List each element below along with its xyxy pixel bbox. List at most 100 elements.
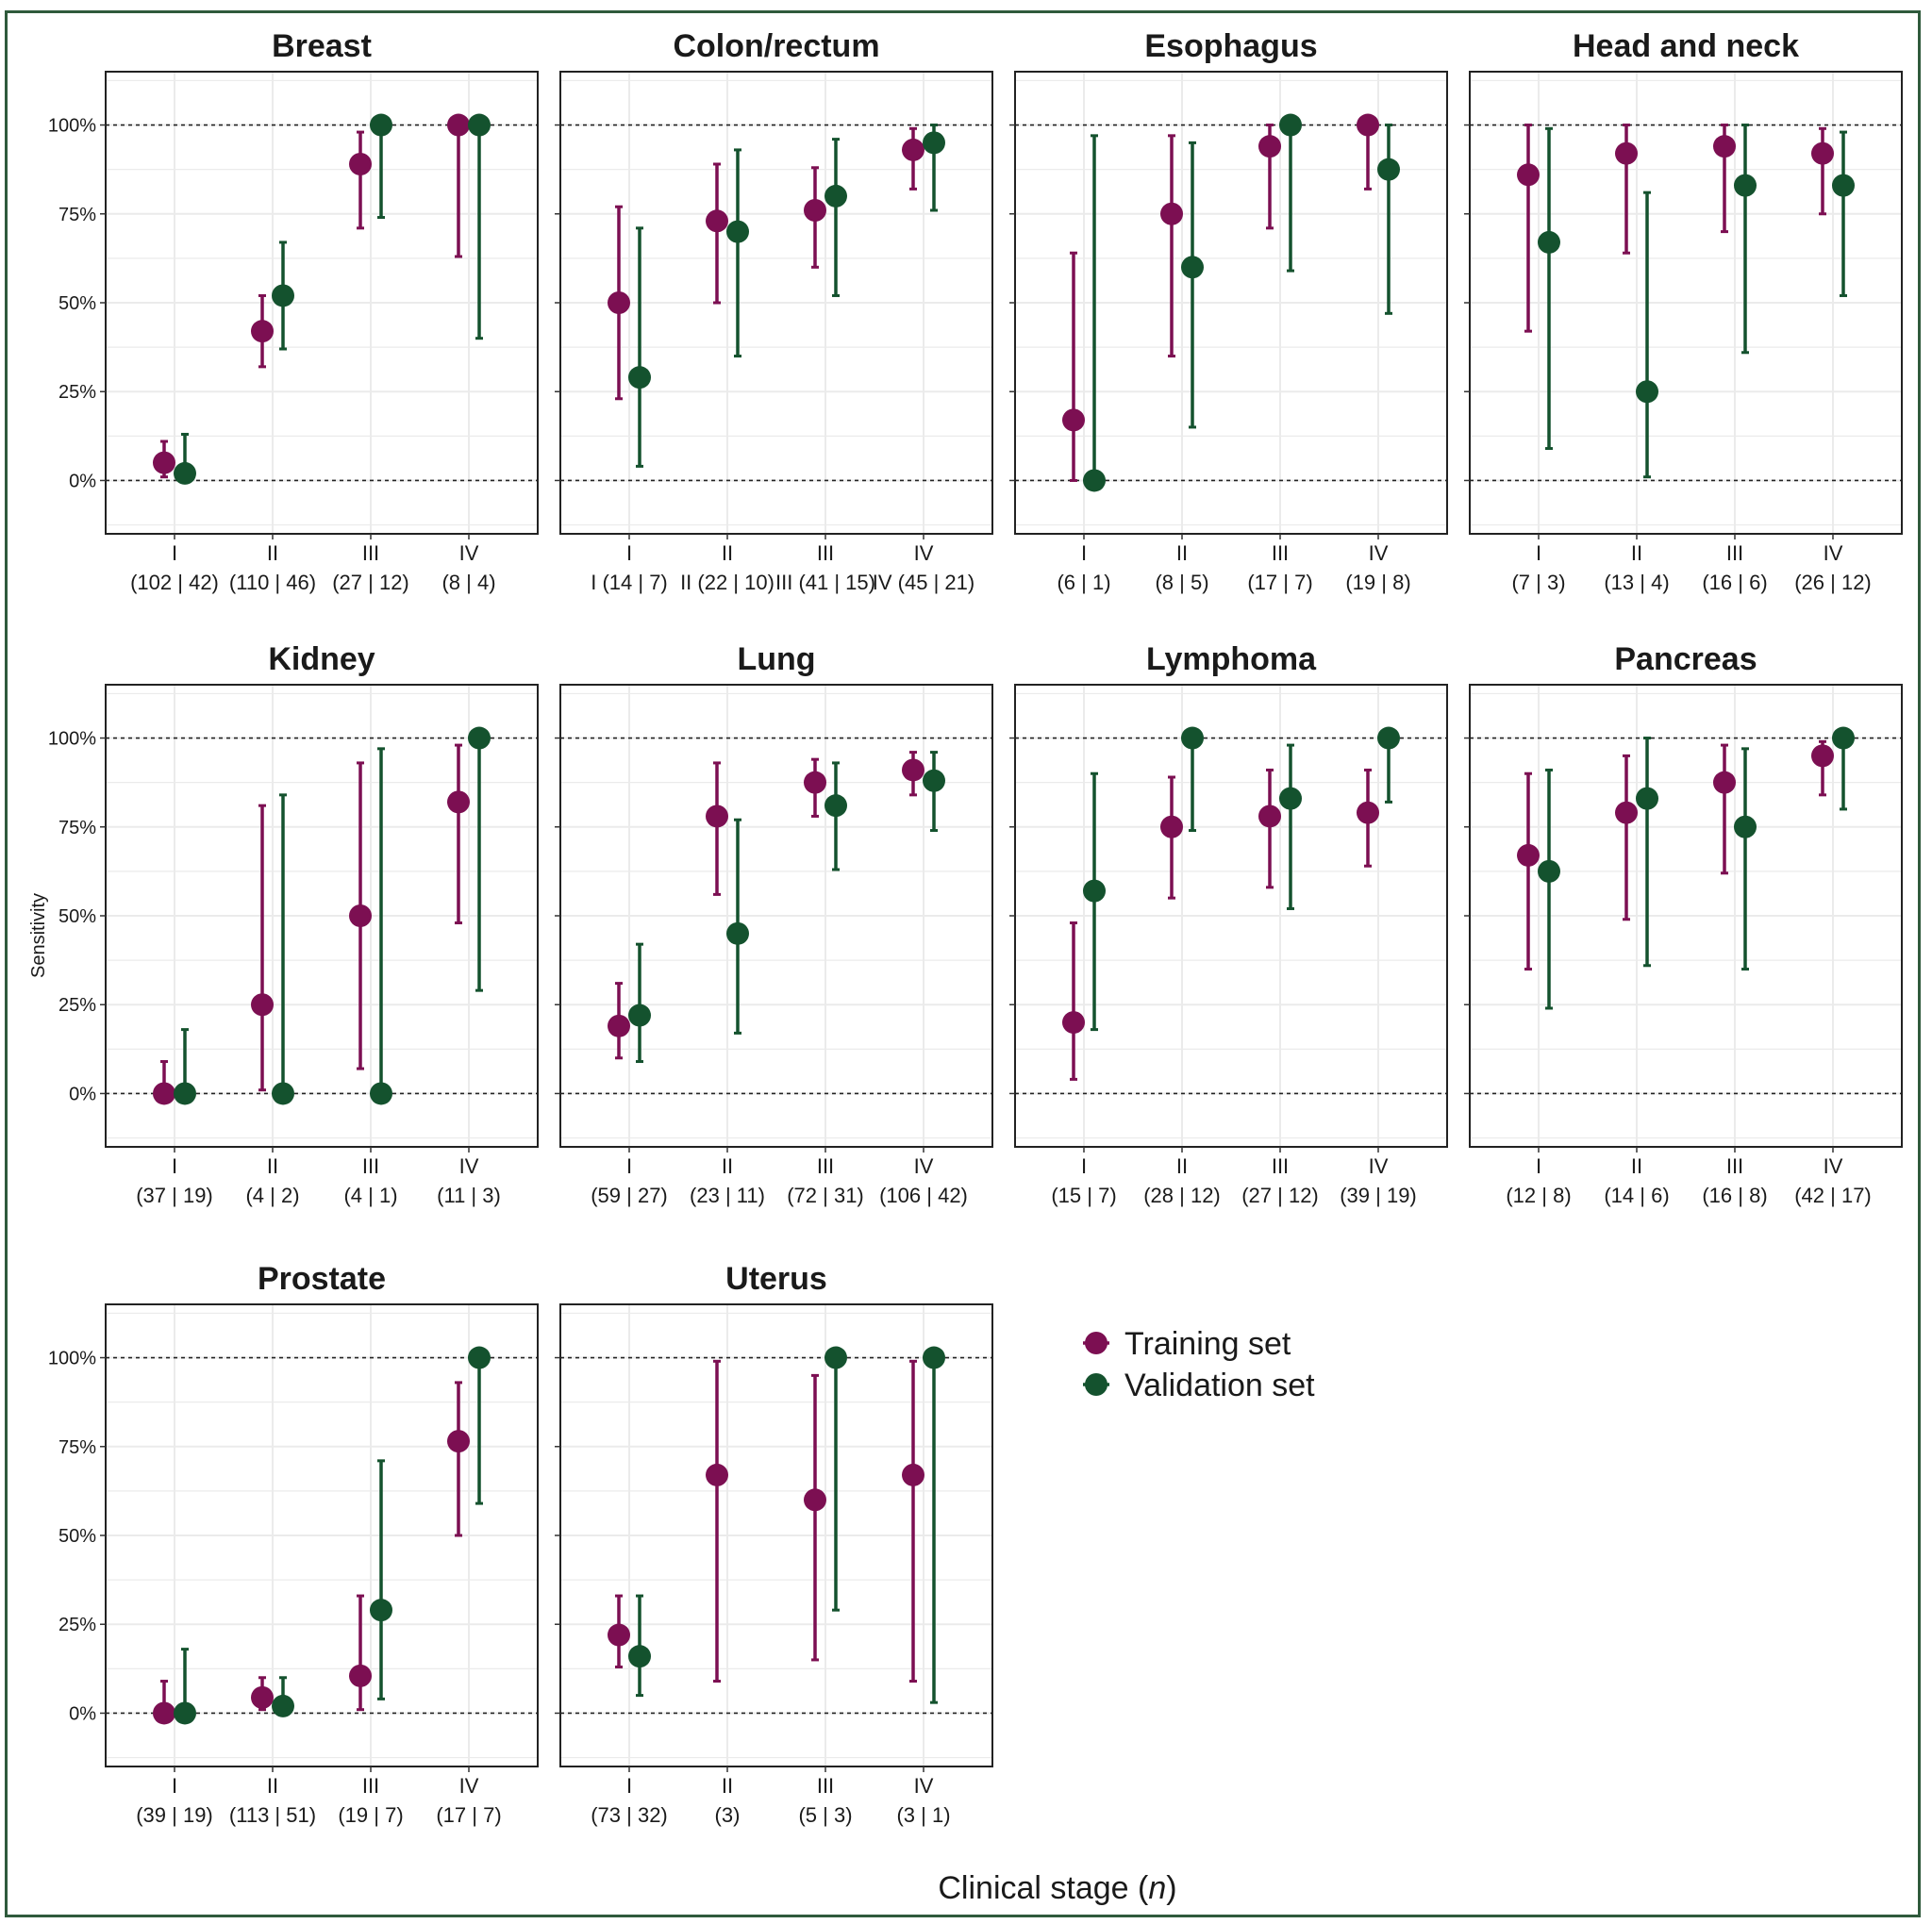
training-point [804, 199, 826, 222]
n-label: (23 | 11) [690, 1184, 765, 1207]
legend-marker [1085, 1332, 1108, 1354]
stage-label: II [267, 1154, 278, 1178]
n-label: (12 | 8) [1506, 1184, 1571, 1207]
validation-point [726, 220, 749, 243]
y-tick-label: 25% [58, 382, 96, 403]
panel-title: Colon/rectum [673, 28, 879, 64]
n-label: (42 | 17) [1794, 1184, 1872, 1207]
validation-point [1083, 879, 1106, 903]
validation-point [628, 1003, 651, 1027]
stage-label: III [362, 1154, 379, 1178]
stage-label: I [1536, 541, 1541, 565]
stage-label: I [172, 541, 177, 565]
y-tick-label: 75% [58, 818, 96, 838]
n-label: (110 | 46) [229, 571, 316, 594]
n-label: (106 | 42) [879, 1184, 968, 1207]
n-label: (73 | 32) [591, 1803, 668, 1827]
validation-point [174, 1701, 196, 1725]
training-point [1811, 141, 1834, 165]
validation-point [370, 113, 392, 137]
panel-esophagus: Esophagus I (6 | 1) II (8 | 5) III (17 | 7) IV (… [1009, 28, 1448, 594]
n-label: (13 | 4) [1604, 571, 1669, 594]
n-label: (16 | 6) [1702, 571, 1767, 594]
stage-label: I [172, 1154, 177, 1178]
n-label: (14 | 6) [1604, 1184, 1669, 1207]
stage-label: III [817, 541, 834, 565]
training-point [349, 1664, 372, 1687]
validation-point [1181, 726, 1204, 750]
n-label: III (41 | 15) [775, 571, 875, 594]
panel-title: Breast [272, 28, 372, 64]
validation-point [923, 131, 945, 155]
stage-label: II [1176, 1154, 1188, 1178]
y-tick-label: 25% [58, 995, 96, 1016]
training-point [447, 113, 470, 137]
panel-title: Kidney [268, 641, 375, 677]
training-point [1517, 163, 1540, 187]
n-label: (72 | 31) [787, 1184, 864, 1207]
validation-point [468, 726, 491, 750]
panel-title: Head and neck [1573, 28, 1799, 64]
validation-point [1832, 174, 1855, 197]
n-label: (16 | 8) [1702, 1184, 1767, 1207]
validation-point [468, 113, 491, 137]
training-point [1160, 202, 1183, 225]
n-label: (6 | 1) [1057, 571, 1110, 594]
validation-point [1734, 815, 1757, 838]
y-tick-label: 100% [48, 116, 96, 137]
stage-label: II [1631, 1154, 1642, 1178]
stage-label: I [626, 541, 632, 565]
stage-label: IV [1369, 1154, 1389, 1178]
panel-pancreas: Pancreas I (12 | 8) II (14 | 6) III (16 | 8) IV… [1464, 641, 1903, 1207]
stage-label: III [362, 1774, 379, 1798]
panel-kidney: Kidney 0% 25% 50% 75% 100% I (37 | 19) II (4 | 2)… [48, 641, 539, 1207]
validation-point [726, 921, 749, 945]
training-point [706, 804, 728, 828]
training-point [1258, 804, 1281, 828]
panel-title: Uterus [725, 1261, 827, 1297]
panel-lung: Lung I (59 | 27) II (23 | 11) III (72 | 31) IV (… [555, 641, 993, 1207]
y-tick-label: 50% [58, 906, 96, 927]
validation-point [923, 1346, 945, 1369]
validation-point [923, 769, 945, 792]
training-point [902, 1463, 924, 1486]
training-point [608, 1623, 630, 1647]
stage-label: IV [459, 1774, 479, 1798]
panel-lymphoma: Lymphoma I (15 | 7) II (28 | 12) III (27 | 12)… [1009, 641, 1448, 1207]
stage-label: II [267, 541, 278, 565]
validation-point [1636, 787, 1658, 810]
training-point [1713, 771, 1736, 794]
panel-uterus: Uterus I (73 | 32) II (3) III (5 | 3) IV (3 | 1) [555, 1261, 993, 1827]
stage-label: I [1081, 541, 1087, 565]
validation-point [1377, 158, 1400, 181]
n-label: (27 | 12) [1241, 1184, 1319, 1207]
training-point [706, 209, 728, 233]
validation-point [628, 1645, 651, 1668]
stage-label: II [722, 1154, 733, 1178]
validation-point [1181, 256, 1204, 279]
validation-point [370, 1599, 392, 1622]
n-label: (39 | 19) [1340, 1184, 1417, 1207]
training-point [153, 451, 175, 474]
stage-label: IV [914, 1154, 934, 1178]
validation-point [1538, 230, 1560, 254]
stage-label: III [362, 541, 379, 565]
training-point [1517, 843, 1540, 867]
validation-point [1734, 174, 1757, 197]
training-point [1615, 801, 1638, 824]
validation-point [370, 1082, 392, 1105]
n-label: (59 | 27) [591, 1184, 668, 1207]
stage-label: IV [459, 1154, 479, 1178]
legend: Training set Validation set [1083, 1326, 1315, 1403]
training-point [804, 771, 826, 794]
training-point [902, 758, 924, 782]
validation-point [1538, 859, 1560, 883]
training-point [1357, 801, 1379, 824]
x-axis-label-italic: n [1148, 1870, 1166, 1906]
n-label: (4 | 2) [245, 1184, 299, 1207]
panel-breast: Breast 0% 25% 50% 75% 100% I (102 | 42) II (110 |… [48, 28, 539, 594]
x-axis-label: Clinical stage (n) [938, 1870, 1176, 1906]
n-label: (15 | 7) [1051, 1184, 1116, 1207]
training-point [608, 291, 630, 314]
